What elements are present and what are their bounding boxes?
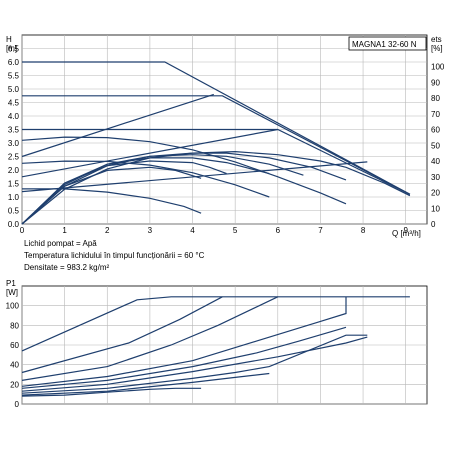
power-curve-6 [21,334,368,394]
power-curve-7 [21,372,270,396]
x-tick-label: 0 [20,226,25,235]
y2-axis-unit-bottom: [%] [431,44,443,53]
head-curve-2 [22,128,411,195]
title-box [348,36,427,51]
x-tick-label: 9 [403,226,408,235]
y-tick-label: 2.5 [8,153,20,162]
power-curves [21,296,410,397]
x-tick-label: 1 [62,226,67,235]
power-curve-4 [21,326,347,389]
chart-title: MAGNA1 32-60 N [352,40,417,49]
power-grid [21,286,427,405]
power-curve-0 [21,296,410,352]
power-axis-unit-top: P1 [6,279,16,288]
y2-tick-label: 90 [431,78,440,87]
efficiency-curve-10 [21,152,347,225]
power-tick-label: 20 [10,380,19,389]
y2-tick-label: 70 [431,110,440,119]
y-tick-label: 6.5 [8,45,20,54]
y-axis-unit-top: H [6,35,12,44]
power-curve-3 [21,296,347,387]
y2-tick-label: 60 [431,126,440,135]
y2-tick-label: 10 [431,204,440,213]
power-ticks: 0 20 40 60 80 100 [6,302,20,409]
x-tick-label: 6 [276,226,281,235]
x-tick-label: 5 [233,226,238,235]
x-tick-label: 8 [361,226,366,235]
head-curve-4 [21,128,278,178]
y-tick-label: 3.5 [8,126,20,135]
head-curve-8 [22,188,202,214]
head-curve-1 [22,95,411,195]
note-density: Densitate = 983.2 kg/m² [24,263,109,272]
power-tick-label: 80 [10,321,19,330]
y-tick-label: 0.5 [8,207,20,216]
efficiency-curve-11 [21,154,304,225]
y2-tick-label: 0 [431,220,436,229]
x-tick-label: 4 [190,226,195,235]
x-tick-label: 7 [318,226,323,235]
x-axis-label: Q [m³/h] [392,229,421,238]
x-tick-label: 2 [105,226,110,235]
efficiency-curve-13 [21,160,227,225]
head-ticks: 0 1 2 3 4 5 6 7 8 9 0.0 0.5 1.0 1.5 2.0 2.5 3.0 3.5 4.0 4.5… [8,45,445,236]
power-tick-label: 60 [10,341,19,350]
y2-tick-label: 80 [431,94,440,103]
y-tick-label: 5.0 [8,85,20,94]
power-tick-label: 40 [10,361,19,370]
head-curve-0 [22,61,411,195]
x-tick-label: 3 [148,226,153,235]
note-liquid: Lichid pompat = Apă [24,239,97,248]
power-curve-5 [21,336,368,392]
y2-tick-label: 40 [431,157,440,166]
y-tick-label: 4.0 [8,112,20,121]
y2-tick-label: 50 [431,141,440,150]
note-temperature: Temperatura lichidului în timpul funcțio… [24,251,205,260]
power-tick-label: 100 [6,302,20,311]
y-tick-label: 5.5 [8,72,20,81]
power-curve-1 [21,296,223,374]
y-tick-label: 4.5 [8,99,20,108]
power-curve-2 [21,296,279,381]
y2-tick-label: 20 [431,189,440,198]
y-tick-label: 1.5 [8,180,20,189]
head-curves [21,61,411,225]
y-axis-unit-bottom: [m] [6,44,17,53]
y-tick-label: 6.0 [8,58,20,67]
y-tick-label: 3.0 [8,139,20,148]
y2-tick-label: 100 [431,63,445,72]
y2-tick-label: 30 [431,173,440,182]
y-tick-label: 2.0 [8,166,20,175]
efficiency-curve-14 [21,166,202,225]
power-curve-8 [21,387,202,397]
y-tick-label: 1.0 [8,193,20,202]
y-tick-label: 0.0 [8,220,20,229]
head-curve-7 [21,160,270,198]
head-curve-6 [21,136,347,205]
y2-axis-unit-top: ets [431,35,442,44]
head-curve-3 [21,93,214,158]
power-axis-unit-bottom: [W] [6,288,18,297]
power-tick-label: 0 [15,400,20,409]
